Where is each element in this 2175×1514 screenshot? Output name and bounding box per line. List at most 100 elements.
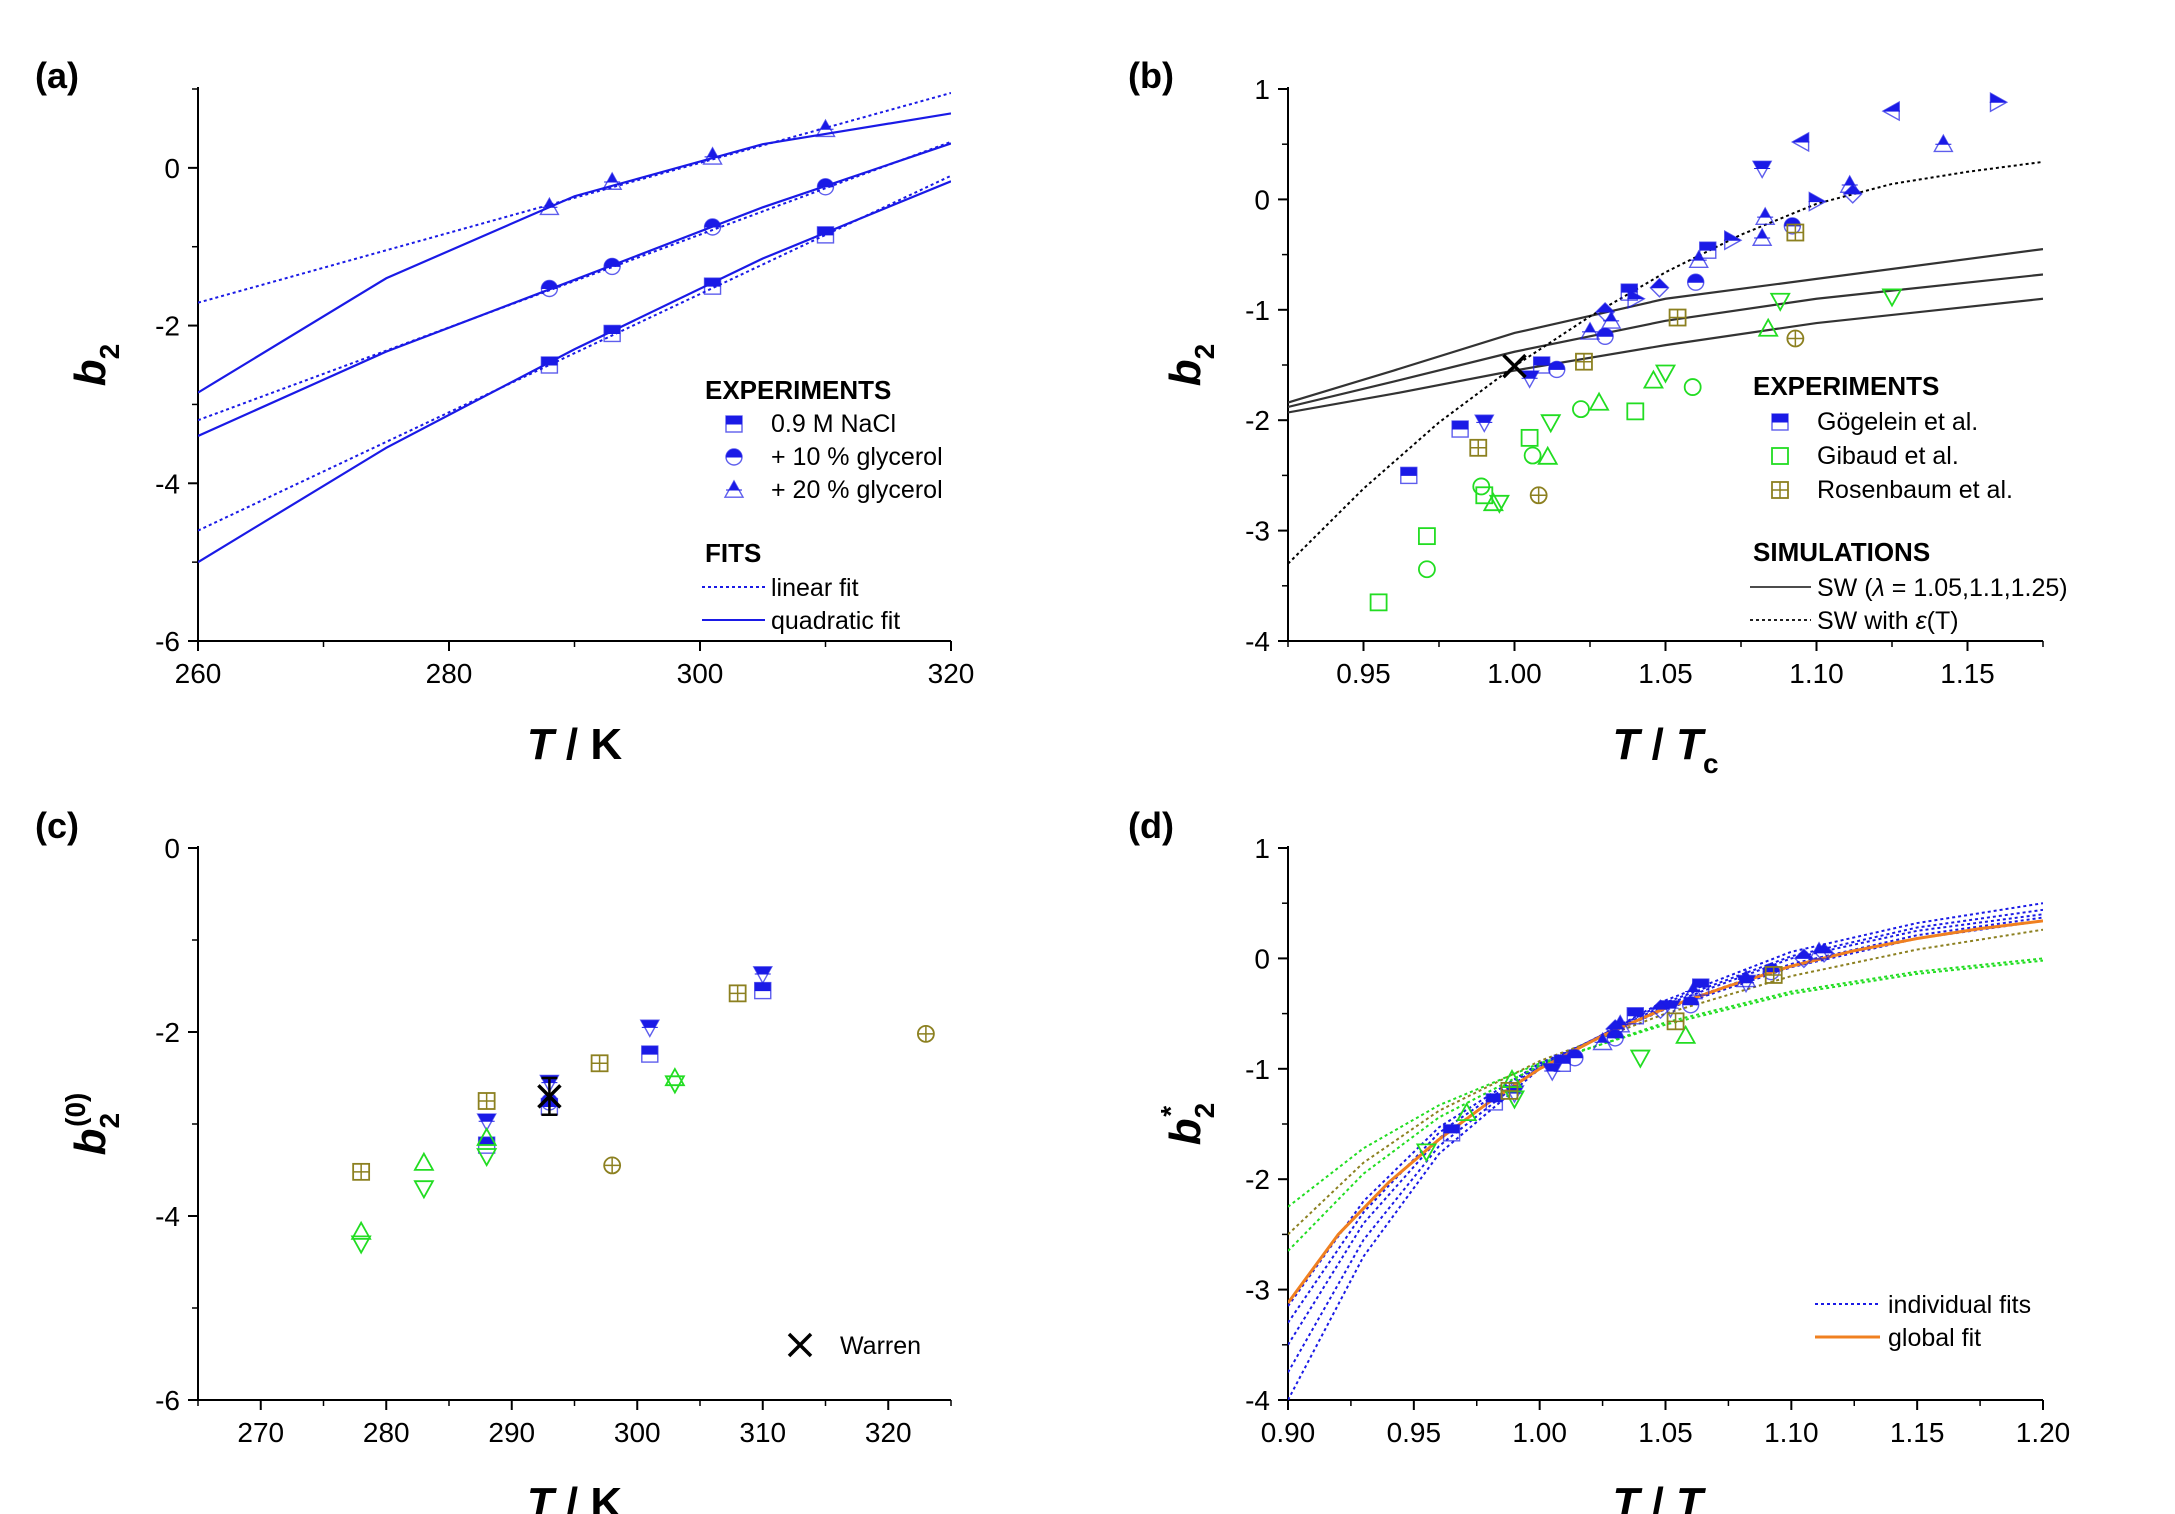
data-point xyxy=(1537,445,1559,465)
legend-marker xyxy=(1771,447,1789,465)
data-point xyxy=(413,1180,435,1200)
y-tick-label: 0 xyxy=(164,153,180,184)
x-axis-title: T / K xyxy=(527,1479,623,1514)
fit-line-solid xyxy=(198,112,951,394)
data-point xyxy=(1682,981,1704,1000)
fit-line-dotted xyxy=(1288,959,2043,1208)
fit-line-dotted xyxy=(1288,928,2043,1236)
data-point xyxy=(1989,92,2009,113)
data-point xyxy=(1418,560,1436,579)
legend-title: EXPERIMENTS xyxy=(705,375,891,405)
data-point xyxy=(350,1235,372,1255)
fit-line-solid xyxy=(1288,297,2043,414)
data-point xyxy=(1575,352,1593,371)
data-point xyxy=(703,218,722,236)
x-tick-label: 0.90 xyxy=(1261,1417,1316,1448)
x-axis-title: T / K xyxy=(527,720,623,769)
y-tick-label: -3 xyxy=(1245,516,1270,547)
y-tick-label: 0 xyxy=(164,833,180,864)
y-tick-label: 1 xyxy=(1254,833,1270,864)
data-point xyxy=(1764,966,1783,984)
legend: Warren xyxy=(787,1332,921,1360)
data-point xyxy=(1629,1049,1651,1069)
fit-line-dotted xyxy=(1288,919,2043,1307)
data-point xyxy=(352,1162,371,1181)
legend-marker xyxy=(1771,413,1789,431)
x-tick-label: 1.05 xyxy=(1638,1417,1693,1448)
data-point xyxy=(539,196,560,216)
plot-area xyxy=(1288,902,2043,1400)
data-point xyxy=(1668,308,1687,327)
data-point xyxy=(1472,477,1491,496)
fit-line-dotted xyxy=(1288,957,2043,1252)
data-point xyxy=(1650,999,1671,1020)
data-point xyxy=(1548,360,1566,379)
data-point xyxy=(1754,206,1776,225)
legend-marker xyxy=(1771,481,1789,499)
data-point xyxy=(1786,329,1805,348)
legend: individual fits global fit xyxy=(1815,1291,2031,1352)
data-point xyxy=(754,981,772,1000)
data-point xyxy=(1451,420,1469,438)
data-point xyxy=(1666,1012,1685,1031)
legend-label: 0.9 M NaCl xyxy=(771,410,896,438)
data-point xyxy=(1572,400,1590,419)
data-point xyxy=(1523,446,1542,465)
legend-label: SW (λ = 1.05,1.1,1.25) xyxy=(1817,574,2068,602)
data-point xyxy=(590,1054,609,1073)
data-point xyxy=(1626,1007,1645,1025)
data-point xyxy=(1649,277,1670,298)
data-point xyxy=(1688,249,1709,269)
y-tick-label: -2 xyxy=(155,1017,180,1048)
y-axis-title: b2 xyxy=(1161,344,1220,386)
data-point xyxy=(1699,241,1717,259)
fit-line-solid xyxy=(1288,273,2043,409)
data-point xyxy=(1592,1031,1613,1051)
legend-marker xyxy=(725,448,743,466)
fit-line-solid xyxy=(198,180,951,564)
x-tick-label: 290 xyxy=(488,1417,535,1448)
data-point xyxy=(1654,364,1677,384)
data-point xyxy=(728,984,747,1003)
data-point xyxy=(1369,593,1388,612)
y-tick-label: -6 xyxy=(155,626,180,657)
legend-label: Rosenbaum et al. xyxy=(1817,476,2013,504)
data-point xyxy=(639,1019,660,1038)
data-point xyxy=(1786,223,1805,242)
y-axis-title: b2* xyxy=(1155,1103,1220,1145)
y-tick-label: -3 xyxy=(1245,1275,1270,1306)
data-point xyxy=(1814,942,1835,963)
plot-area xyxy=(1288,92,2043,612)
x-tick-label: 300 xyxy=(614,1417,661,1448)
legend-marker xyxy=(723,479,745,498)
data-point xyxy=(1488,494,1510,514)
fit-line-solid xyxy=(1288,919,2043,1304)
data-point xyxy=(1501,1068,1523,1088)
data-point xyxy=(603,324,621,343)
legend-label: linear fit xyxy=(771,574,859,602)
y-tick-label: -1 xyxy=(1245,1054,1270,1085)
x-tick-label: 300 xyxy=(677,658,724,689)
y-tick-label: -4 xyxy=(155,1201,180,1232)
data-point xyxy=(917,1024,935,1043)
data-point xyxy=(1542,1063,1563,1082)
legend-label: Warren xyxy=(840,1332,921,1360)
y-tick-label: -4 xyxy=(1245,1385,1270,1416)
x-tick-label: 320 xyxy=(865,1417,912,1448)
x-tick-label: 320 xyxy=(928,658,975,689)
x-axis-title: T / Tc xyxy=(1612,720,1718,779)
data-point xyxy=(476,1126,498,1146)
y-axis-title: b2 xyxy=(66,344,125,386)
panel-label: (b) xyxy=(1128,55,1174,96)
data-point xyxy=(664,1075,686,1095)
data-point xyxy=(1686,273,1705,291)
y-tick-label: -2 xyxy=(1245,405,1270,436)
data-point xyxy=(702,146,723,165)
data-point xyxy=(1500,1081,1519,1100)
data-point xyxy=(1735,974,1757,994)
data-point xyxy=(752,966,773,985)
data-point xyxy=(703,277,722,295)
fit-line-dotted xyxy=(1288,916,2043,1324)
data-point xyxy=(1540,414,1562,434)
x-tick-label: 280 xyxy=(363,1417,410,1448)
